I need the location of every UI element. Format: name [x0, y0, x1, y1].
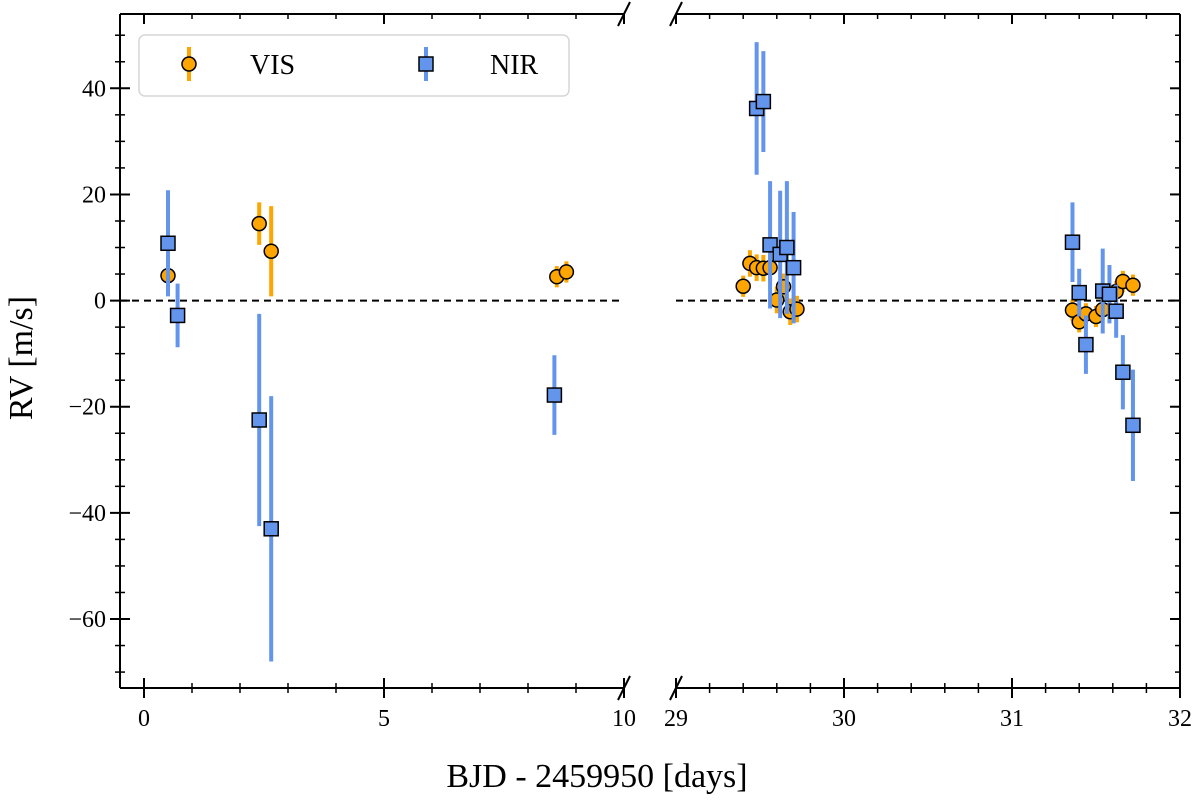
- nir-point: [1078, 336, 1094, 353]
- x-tick-label: 32: [1168, 706, 1192, 732]
- nir-point: [779, 239, 795, 256]
- legend-nir-marker: [418, 56, 434, 72]
- nir-point: [1108, 303, 1124, 319]
- vis-point: [263, 243, 279, 259]
- y-tick-label: 0: [94, 289, 106, 315]
- nir-point: [1125, 417, 1141, 434]
- x-tick-label: 10: [612, 706, 636, 732]
- y-tick-label: 40: [82, 76, 106, 102]
- right-panel: 29 30 31 32: [664, 1, 1192, 732]
- nir-point: [169, 307, 186, 324]
- nir-point: [1115, 364, 1131, 380]
- x-tick-label: 30: [832, 706, 856, 732]
- x-tick-label: 29: [664, 706, 688, 732]
- vis-point: [251, 215, 267, 232]
- vis-point: [735, 278, 751, 295]
- nir-point: [263, 521, 279, 537]
- x-axis-label: BJD - 2459950 [days]: [446, 758, 747, 795]
- y-tick-label: −20: [68, 395, 106, 421]
- nir-point: [546, 387, 563, 403]
- nir-point: [755, 93, 772, 110]
- left-panel: 0 5 10 40 20 0 −20 −40 −60: [68, 1, 636, 732]
- nir-point: [1071, 284, 1087, 301]
- legend-vis-marker: [181, 56, 197, 72]
- y-tick-label: −60: [68, 607, 106, 633]
- nir-point: [1101, 286, 1118, 302]
- vis-point: [1125, 277, 1141, 293]
- x-tick-label: 31: [1000, 706, 1024, 732]
- y-tick-label: 20: [82, 182, 106, 208]
- x-tick-label: 0: [138, 706, 150, 732]
- legend-vis-label: VIS: [250, 50, 295, 81]
- y-axis-label: RV [m/s]: [3, 296, 40, 420]
- legend-nir-label: NIR: [490, 50, 539, 81]
- x-tick-label: 5: [378, 706, 390, 732]
- nir-point: [1064, 234, 1081, 250]
- legend: VIS NIR: [138, 34, 570, 97]
- nir-point: [785, 259, 802, 276]
- nir-point: [251, 412, 267, 428]
- nir-point: [160, 235, 176, 252]
- y-tick-label: −40: [68, 501, 106, 527]
- vis-point: [558, 264, 575, 280]
- legend-frame: [138, 34, 570, 97]
